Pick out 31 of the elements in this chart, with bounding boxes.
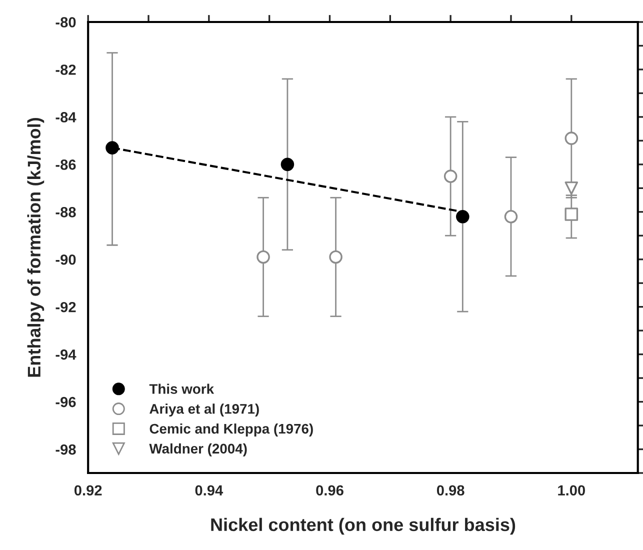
point	[329, 250, 342, 264]
point	[564, 182, 578, 195]
x-tick-label: 1.00	[558, 485, 585, 496]
point	[456, 210, 470, 224]
legend-label: This work	[149, 384, 214, 394]
y-tick-label: -88	[56, 206, 76, 218]
point	[444, 170, 458, 183]
point	[280, 158, 294, 172]
y-tick-label: -80	[56, 17, 76, 28]
point	[564, 208, 578, 221]
y-tick-label: -84	[56, 112, 76, 122]
y-tick-label: -82	[56, 64, 76, 75]
y-axis-title: Enthalpy of formation (kJ/mol)	[27, 118, 44, 377]
x-axis-title: Nickel content (on one sulfur basis)	[211, 518, 516, 535]
y-tick-label: -86	[56, 160, 76, 170]
point	[504, 210, 518, 224]
legend-label: Cemic and Kleppa (1976)	[150, 423, 313, 436]
y-tick-label: -98	[56, 444, 76, 455]
y-tick-label: -94	[56, 349, 76, 360]
y-tick-label: -92	[56, 302, 76, 312]
y-tick-label: -96	[56, 396, 76, 408]
point	[106, 141, 119, 154]
x-tick-label: 0.98	[436, 485, 464, 496]
legend-label: Waldner (2004)	[149, 443, 247, 456]
x-tick-label: 0.96	[316, 485, 344, 496]
point	[256, 250, 270, 264]
point	[564, 132, 578, 145]
x-tick-label: 0.92	[74, 485, 102, 496]
y-tick-label: -90	[56, 254, 76, 265]
x-tick-label: 0.94	[195, 485, 224, 496]
legend-label: Ariya et al (1971)	[150, 404, 259, 417]
